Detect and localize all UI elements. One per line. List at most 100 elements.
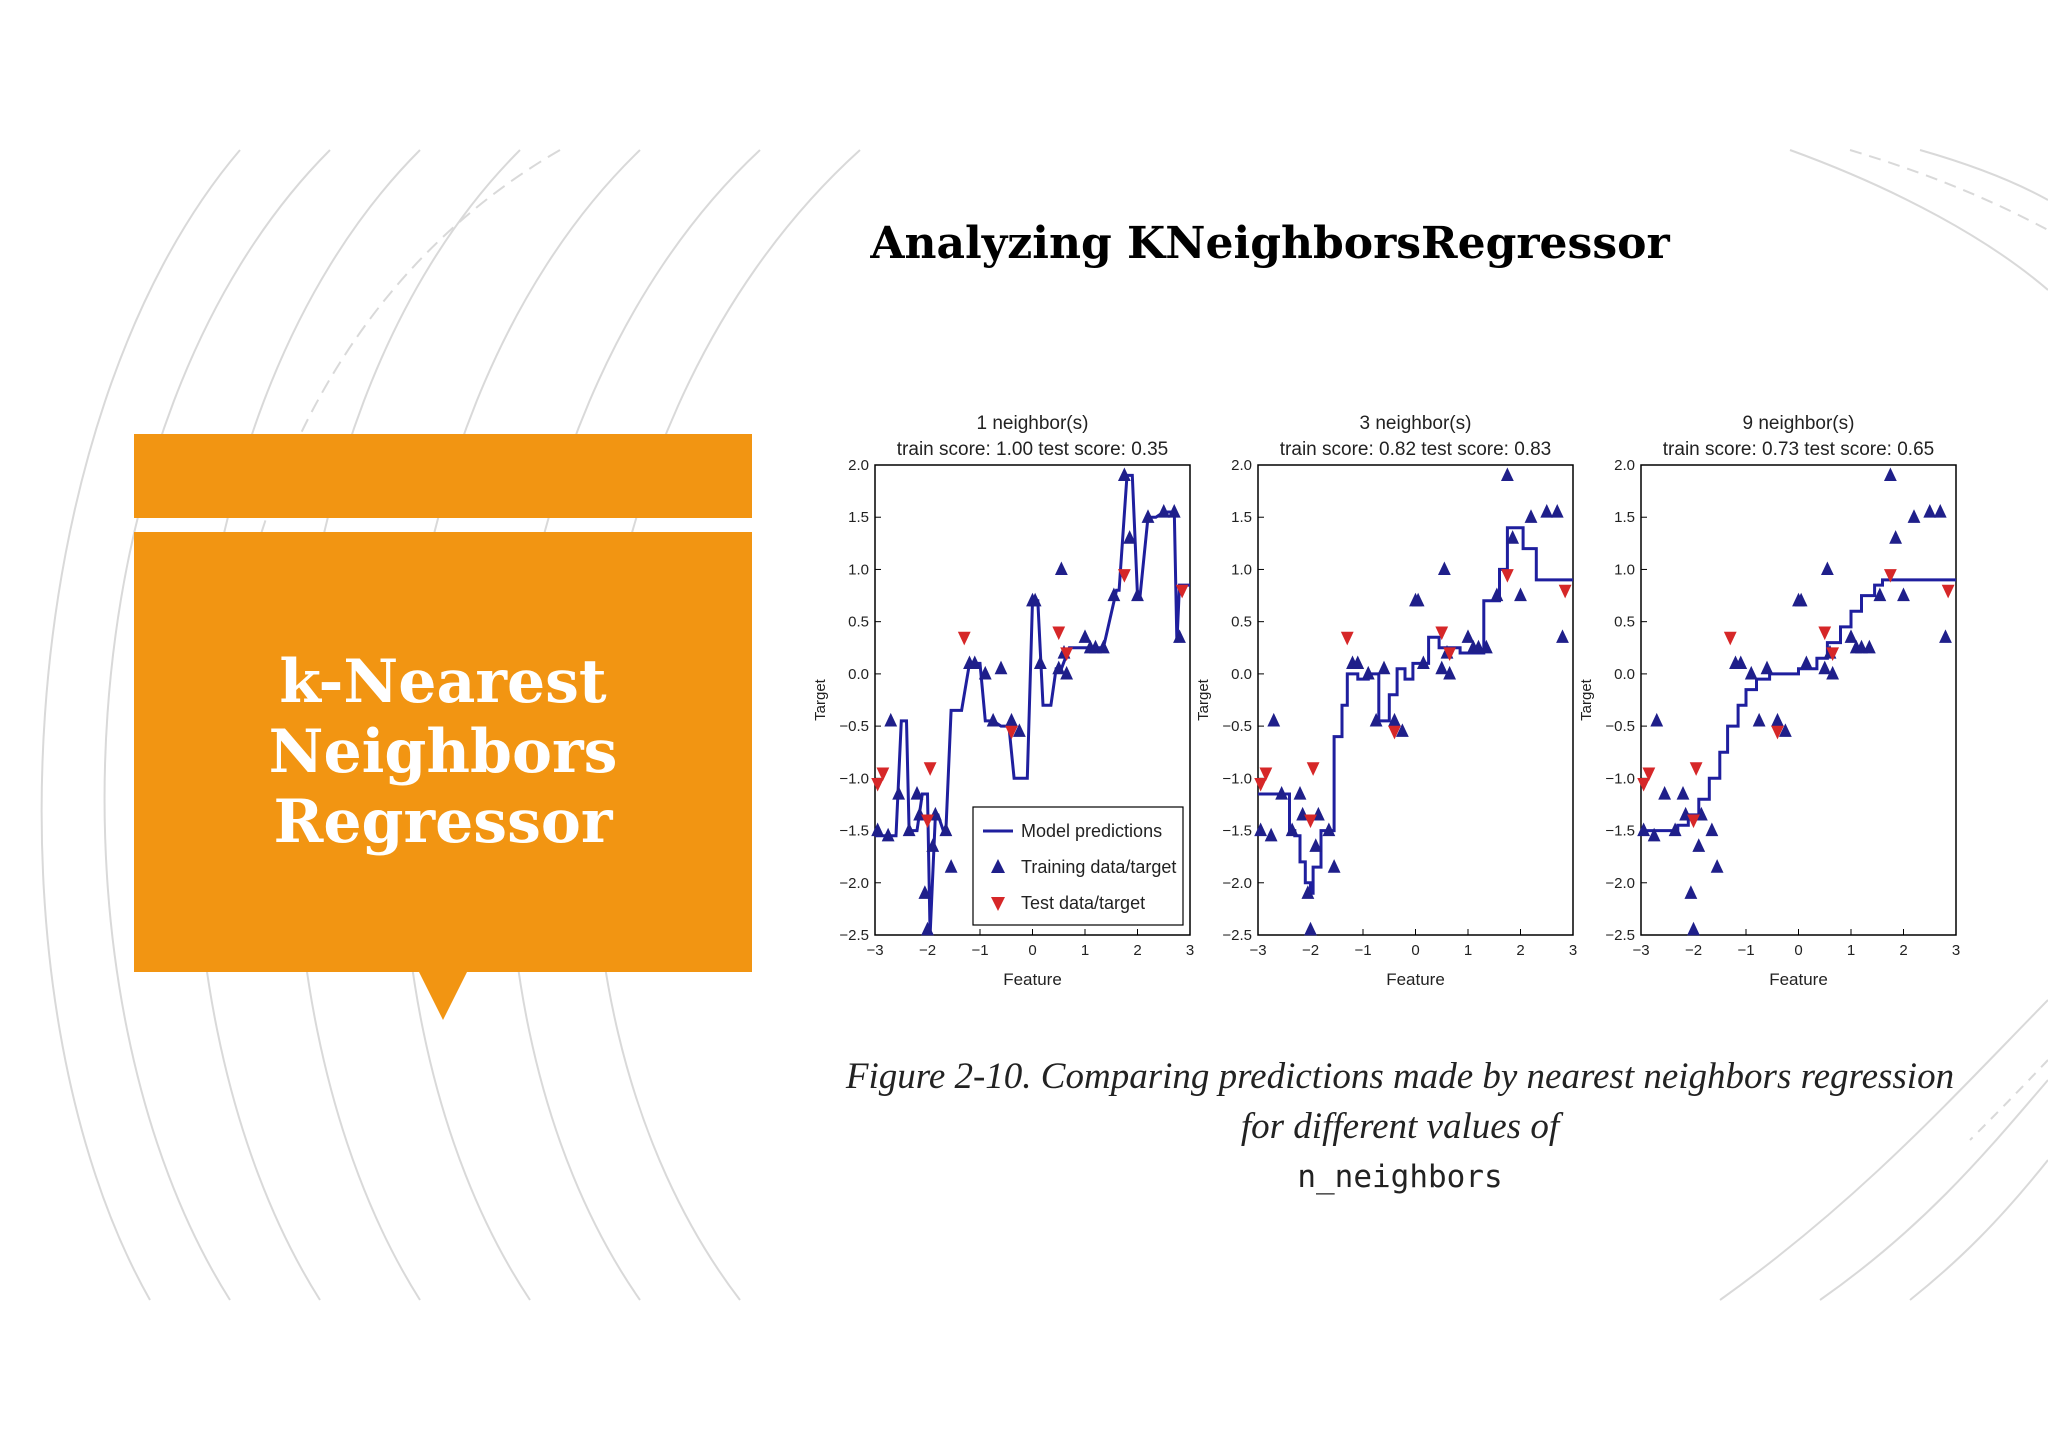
test-point <box>1818 626 1832 641</box>
training-point <box>1939 629 1952 643</box>
test-point <box>1723 631 1737 646</box>
test-point <box>921 814 934 829</box>
legend-label: Test data/target <box>1021 893 1145 913</box>
training-point <box>1692 838 1706 852</box>
y-tick-label: −1.0 <box>839 770 869 787</box>
training-point <box>1658 786 1672 800</box>
decor-arc <box>1909 1159 2048 1301</box>
test-point <box>1052 626 1066 641</box>
training-point <box>1897 587 1910 602</box>
x-axis-label: Feature <box>1003 970 1062 989</box>
training-point <box>1264 827 1278 842</box>
chart-title: 1 neighbor(s) <box>977 413 1089 434</box>
test-point <box>1259 767 1273 782</box>
training-point <box>1141 509 1155 523</box>
test-point <box>1117 569 1131 583</box>
training-point <box>978 665 992 680</box>
training-point <box>1705 822 1719 837</box>
training-point <box>1883 467 1897 482</box>
decor-arc <box>1849 149 2048 231</box>
training-point <box>1304 921 1317 936</box>
training-point <box>1540 504 1554 518</box>
y-axis-label: Target <box>1195 678 1212 721</box>
training-point <box>1411 592 1425 607</box>
x-tick-label: −3 <box>866 942 883 959</box>
training-point <box>1550 504 1564 518</box>
training-point <box>1933 504 1947 518</box>
y-tick-label: −0.5 <box>1605 718 1635 735</box>
x-tick-label: −1 <box>1737 942 1754 959</box>
training-point <box>1131 587 1144 602</box>
x-tick-label: 3 <box>1186 942 1194 959</box>
training-point <box>1650 712 1664 727</box>
chart-subtitle: train score: 0.82 test score: 0.83 <box>1280 439 1551 460</box>
test-point <box>957 631 971 646</box>
y-tick-label: 0.0 <box>1231 666 1252 683</box>
y-tick-label: −1.0 <box>1222 770 1252 787</box>
x-tick-label: −3 <box>1249 942 1266 959</box>
x-tick-label: 0 <box>1411 942 1419 959</box>
training-point <box>968 655 982 670</box>
training-point <box>1500 467 1514 482</box>
chart-subtitle: train score: 0.73 test score: 0.65 <box>1663 439 1934 460</box>
knn-charts: 1 neighbor(s) train score: 1.00 test scor… <box>812 413 1960 989</box>
x-tick-label: 2 <box>1133 942 1141 959</box>
test-point <box>1306 762 1320 776</box>
training-point <box>1778 723 1792 737</box>
x-axis-label: Feature <box>1769 970 1828 989</box>
x-tick-label: 2 <box>1516 942 1524 959</box>
x-tick-label: −1 <box>971 942 988 959</box>
x-tick-label: −3 <box>1632 942 1649 959</box>
training-point <box>1054 561 1068 576</box>
training-point <box>1506 530 1520 544</box>
training-point <box>871 822 885 837</box>
chart-panel-2: 3 neighbor(s) train score: 0.82 test scor… <box>1195 413 1577 989</box>
training-point <box>1033 655 1047 670</box>
training-point <box>1285 822 1299 837</box>
test-point <box>1443 647 1457 661</box>
y-axis-label: Target <box>1578 678 1595 721</box>
training-point <box>1668 822 1682 837</box>
chart-panel-3: 9 neighbor(s) train score: 0.73 test scor… <box>1578 413 1960 989</box>
training-point <box>1167 504 1181 518</box>
training-point <box>926 838 940 852</box>
training-point <box>1117 467 1131 482</box>
training-point <box>1862 639 1876 654</box>
caption-text: Figure 2-10. Comparing predictions made … <box>845 1056 1955 1147</box>
training-point <box>1461 629 1475 643</box>
training-point <box>1377 660 1391 675</box>
test-point <box>876 767 890 782</box>
training-point <box>1416 655 1430 670</box>
training-point <box>902 822 916 837</box>
training-point <box>1361 665 1375 680</box>
training-point <box>994 660 1008 675</box>
training-point <box>1157 504 1171 518</box>
training-point <box>1435 660 1449 675</box>
x-tick-label: −2 <box>1302 942 1319 959</box>
decor-arc <box>1919 149 2048 201</box>
test-point <box>1340 631 1354 646</box>
callout-title: k-Nearest Neighbors Regressor <box>268 647 618 857</box>
training-point <box>1096 639 1110 654</box>
training-point <box>1395 723 1409 737</box>
test-point <box>1558 584 1572 599</box>
training-point <box>1005 712 1018 727</box>
training-point <box>1514 587 1527 602</box>
training-point <box>1490 587 1504 602</box>
y-tick-label: −1.5 <box>1222 823 1252 840</box>
y-tick-label: −2.5 <box>839 927 869 944</box>
test-point <box>1500 569 1514 583</box>
training-point <box>1369 712 1383 727</box>
decor-arc <box>103 149 331 1301</box>
test-point <box>1005 725 1018 740</box>
training-point <box>1684 885 1698 899</box>
training-point <box>986 712 1000 727</box>
training-point <box>1351 655 1365 670</box>
training-point <box>1889 530 1903 544</box>
x-tick-label: 0 <box>1794 942 1802 959</box>
chart-title: 3 neighbor(s) <box>1360 413 1472 434</box>
callout-pointer <box>418 970 468 1020</box>
y-tick-label: −2.5 <box>1605 927 1635 944</box>
legend-down-swatch <box>991 897 1005 911</box>
y-tick-label: 2.0 <box>1231 457 1252 474</box>
